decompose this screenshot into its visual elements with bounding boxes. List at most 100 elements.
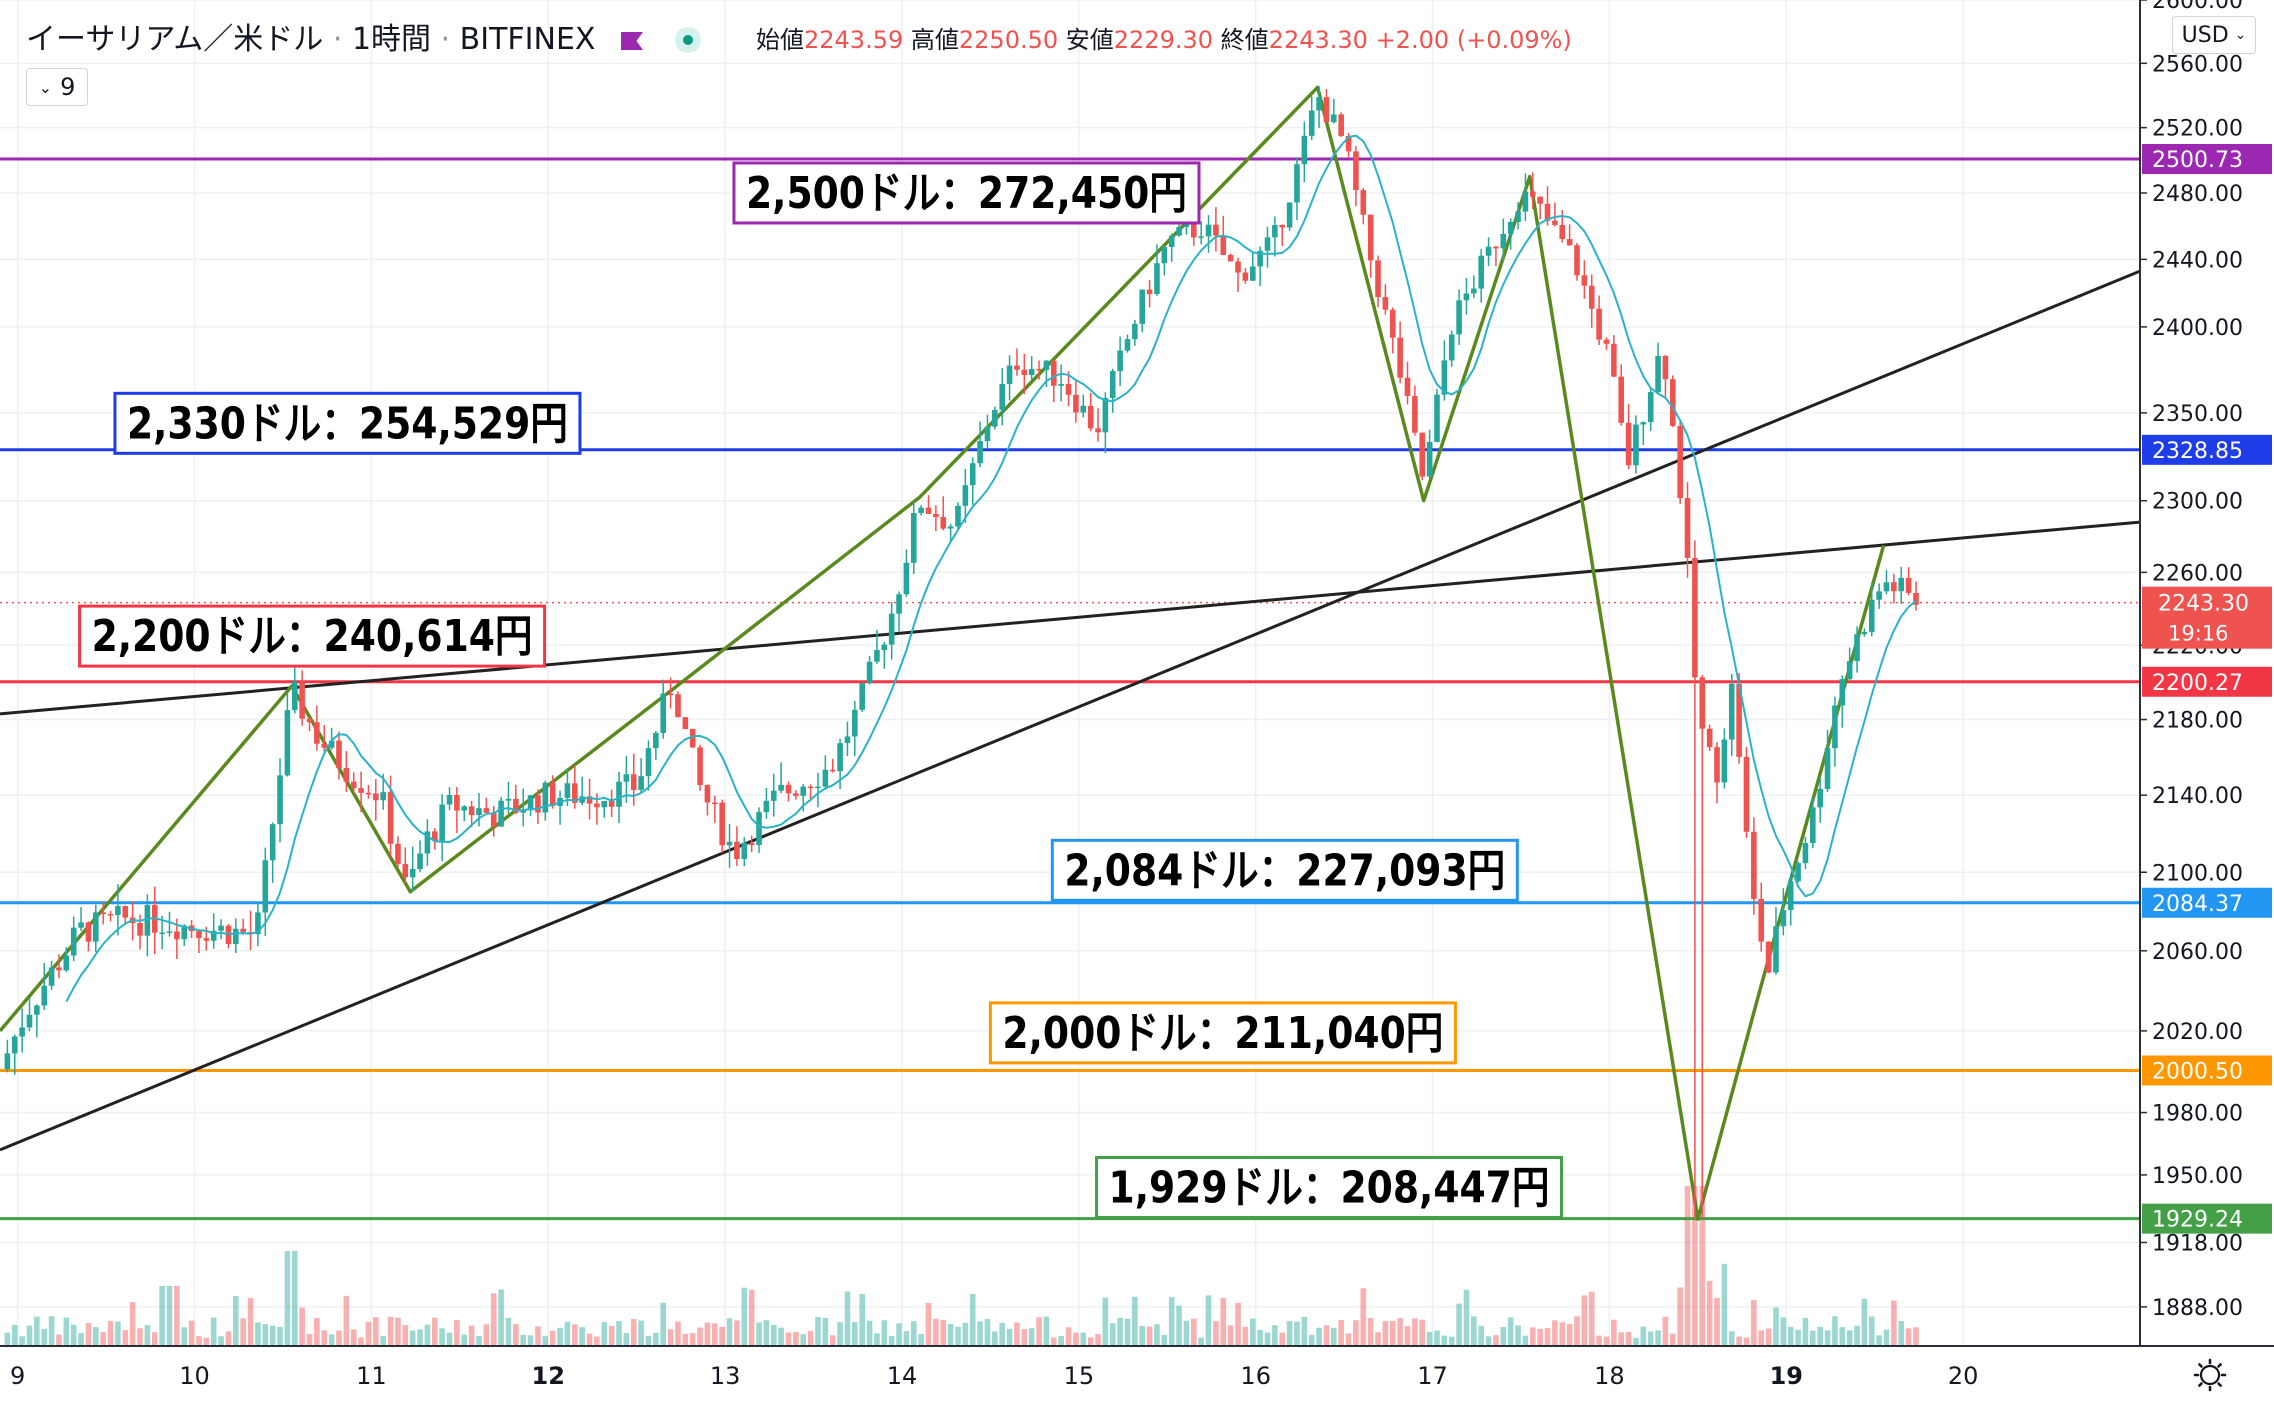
trendlines[interactable] — [0, 269, 2141, 1152]
market-status-icon[interactable] — [674, 27, 701, 53]
candle-body — [608, 801, 615, 807]
candle-body — [1721, 739, 1728, 783]
volume-bar — [203, 1337, 210, 1346]
volume-bar — [1810, 1330, 1816, 1346]
trendline — [0, 269, 2141, 1152]
settings-gear-icon[interactable] — [2193, 1358, 2227, 1392]
indicator-toggle-button[interactable]: ⌄ 9 — [26, 68, 88, 106]
volume-bar — [1021, 1329, 1028, 1346]
candle-body — [1367, 214, 1374, 261]
candle-body — [1065, 384, 1072, 395]
candle-body — [734, 841, 740, 860]
symbol-title[interactable]: イーサリアム／米ドル · 1時間 · BITFINEX — [26, 14, 701, 58]
volume-bar — [395, 1317, 401, 1346]
flag-icon[interactable] — [621, 32, 644, 50]
volume-bar — [1227, 1325, 1234, 1346]
volume-bar — [461, 1334, 468, 1346]
volume-bar — [373, 1317, 379, 1346]
candle-body — [896, 594, 902, 614]
candle-body — [1868, 599, 1875, 632]
candle-body — [409, 868, 416, 878]
candle-body — [122, 906, 129, 918]
volume-bar — [1780, 1317, 1787, 1346]
candle-body — [350, 781, 357, 789]
volume-bar — [1596, 1335, 1602, 1346]
candle-body — [667, 693, 674, 696]
candle-body — [85, 922, 92, 942]
candle-body — [770, 790, 777, 801]
level-label-box — [1050, 838, 1519, 902]
candle-body — [1412, 396, 1418, 433]
price-tick-label: 2400.00 — [2152, 316, 2243, 341]
volume-bar — [1662, 1316, 1669, 1346]
volume-bar — [1758, 1330, 1765, 1346]
exchange-label: BITFINEX — [459, 22, 596, 57]
candle-body — [852, 709, 858, 737]
price-tick-label: 2600.00 — [2152, 0, 2243, 14]
volume-bar — [564, 1321, 571, 1346]
price-tick-label: 2180.00 — [2152, 709, 2243, 734]
candle-body — [1728, 683, 1735, 740]
volume-bar — [1846, 1330, 1853, 1346]
volume-bar — [785, 1332, 792, 1346]
change-value: +2.00 (+0.09%) — [1375, 26, 1572, 54]
level-price-tag — [2142, 434, 2272, 465]
volume-bar — [527, 1335, 534, 1346]
volume-bar — [807, 1330, 814, 1346]
volume-bar — [100, 1332, 106, 1346]
candle-body — [874, 650, 880, 662]
volume-bar — [815, 1317, 821, 1346]
volume-bar — [1751, 1300, 1757, 1346]
time-axis[interactable]: 9 10 11 12 13 14 15 16 17 18 19 20 — [10, 1362, 1978, 1390]
candle-body — [454, 794, 460, 811]
candle-body — [1898, 577, 1905, 592]
candle-body — [1773, 926, 1779, 973]
candle-body — [1183, 223, 1190, 228]
volume-bar — [129, 1302, 136, 1346]
volume-bar — [115, 1321, 121, 1346]
price-axis[interactable]: 1888.00 1918.00 1950.00 1980.00 2020.00 2060.… — [2140, 0, 2243, 1321]
zigzag-pattern[interactable] — [0, 85, 1886, 1221]
candle-body — [284, 710, 291, 776]
candle-body — [1161, 246, 1168, 264]
candle-body — [63, 955, 70, 971]
candle-body — [107, 914, 114, 916]
candle-body — [910, 513, 917, 563]
price-axis-bg[interactable] — [2140, 0, 2274, 1414]
candle-body — [1559, 224, 1566, 240]
volume-bar — [1559, 1322, 1566, 1346]
price-tick-label: 1918.00 — [2152, 1231, 2243, 1256]
candle-body — [402, 863, 409, 878]
candle-body — [461, 806, 468, 811]
volume-bar — [1692, 1186, 1698, 1346]
volume-bar — [166, 1286, 173, 1346]
volume-bar — [682, 1333, 689, 1346]
candle-body — [1758, 898, 1765, 942]
time-tick-label: 9 — [10, 1362, 25, 1390]
volume-bar — [34, 1316, 40, 1346]
candle-body — [1913, 592, 1919, 605]
candle-body — [78, 922, 84, 928]
level-labels[interactable]: 2,500ドル：272,450円 2,330ドル：254,529円 2,200ドル：… — [78, 161, 1564, 1220]
volume-bar — [1765, 1328, 1772, 1346]
volume-bar — [122, 1330, 129, 1346]
volume-bar — [233, 1296, 239, 1346]
candle-body — [203, 938, 210, 941]
price-tick-label: 2560.00 — [2152, 52, 2243, 77]
candle-body — [1677, 425, 1683, 499]
candle-body — [1640, 422, 1647, 425]
candle-body — [1596, 308, 1602, 340]
price-tick-label: 2100.00 — [2152, 861, 2243, 886]
candle-body — [1132, 323, 1138, 340]
candle-body — [1493, 246, 1499, 249]
candle-body — [616, 781, 622, 807]
candle-body — [1028, 368, 1035, 375]
currency-select[interactable]: USD ⌄ — [2172, 16, 2256, 54]
candle-body — [1257, 250, 1263, 267]
candle-body — [601, 801, 608, 808]
volume-bar — [1331, 1327, 1337, 1346]
volume-bar — [1552, 1320, 1558, 1346]
candle-body — [1456, 300, 1462, 335]
candle-body — [159, 932, 165, 935]
